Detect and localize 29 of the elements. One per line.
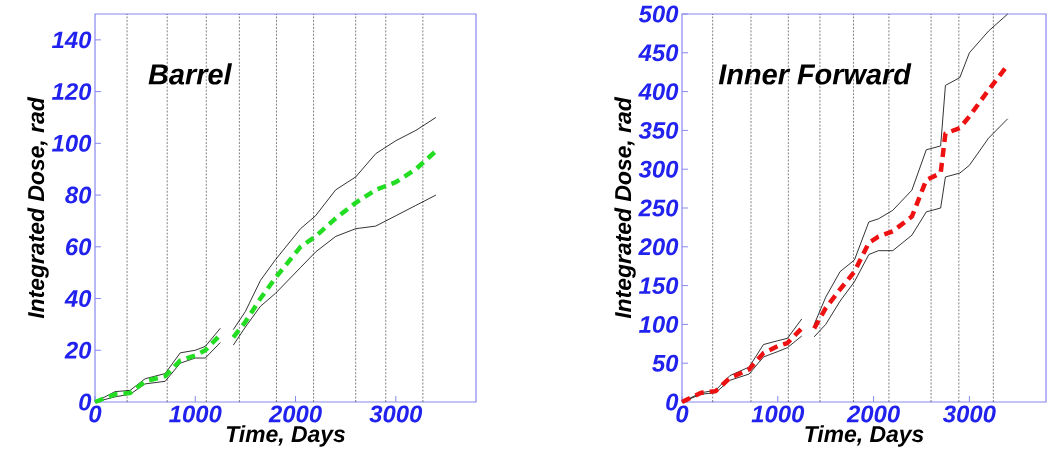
x-tick-label: 1000 (751, 405, 805, 423)
y-tick-label: 400 (638, 83, 679, 101)
y-tick-label: 300 (638, 160, 679, 178)
y-axis-title: Integrated Dose, rad (27, 96, 49, 319)
x-tick-label: 2000 (268, 405, 322, 423)
y-tick-label: 80 (65, 186, 92, 204)
y-tick-label: 100 (638, 315, 679, 333)
text: Barrel (148, 63, 233, 85)
x-tick-label: 3000 (369, 405, 423, 423)
y-tick-label: 500 (638, 5, 679, 23)
y-tick-label: 100 (51, 134, 92, 152)
text: Inner Forward (718, 63, 912, 85)
y-tick-label: 40 (64, 290, 92, 307)
x-tick-label: 1000 (169, 405, 222, 423)
y-tick-label: 200 (638, 238, 679, 256)
y-tick-label: 50 (652, 354, 679, 372)
y-tick-label: 350 (638, 121, 679, 139)
y-tick-label: 20 (64, 341, 92, 359)
y-tick-label: 140 (51, 31, 92, 49)
y-tick-label: 150 (638, 277, 679, 295)
y-tick-label: 450 (638, 44, 679, 62)
y-tick-label: 250 (638, 199, 679, 217)
x-axis-title: Time, Days (226, 425, 345, 447)
x-axis-title: Time, Days (805, 425, 924, 447)
x-tick-label: 3000 (942, 405, 996, 423)
y-axis-title: Integrated Dose, rad (614, 96, 636, 319)
x-tick-label: 2000 (846, 405, 900, 423)
y-tick-label: 60 (65, 238, 92, 256)
y-tick-label: 120 (51, 83, 92, 101)
